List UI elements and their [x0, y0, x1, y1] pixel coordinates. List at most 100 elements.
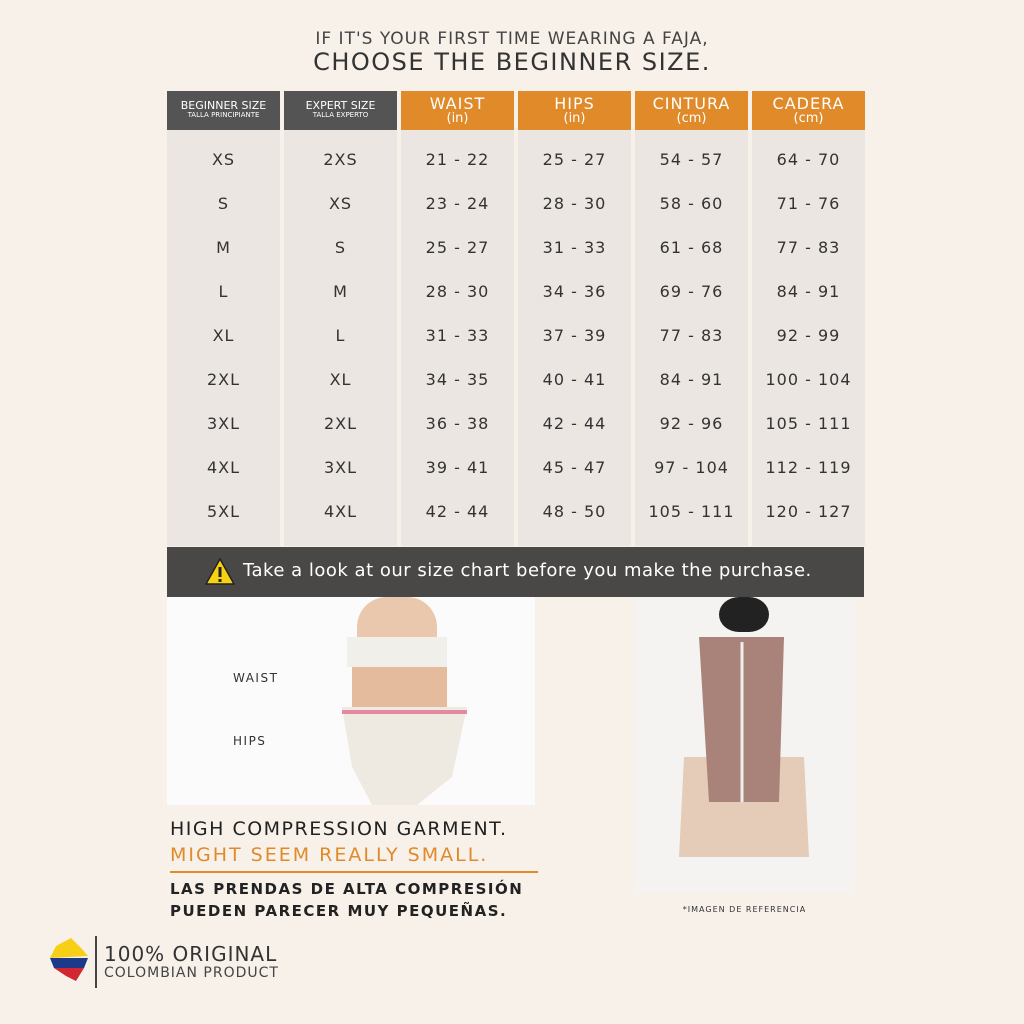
table-cell: 92 - 96 [659, 414, 724, 433]
column-header: EXPERT SIZE TALLA EXPERTO [284, 91, 397, 130]
table-cell: 2XL [206, 370, 241, 389]
table-cell: 97 - 104 [654, 458, 729, 477]
table-cell: 3XL [206, 414, 241, 433]
colombia-flag [50, 938, 88, 981]
photo-label-hips: HIPS [233, 734, 267, 748]
table-cell: 48 - 50 [542, 502, 607, 521]
table-cell: 69 - 76 [659, 282, 724, 301]
brand-line2: COLOMBIAN PRODUCT [104, 965, 279, 981]
column-label: CADERA [772, 94, 845, 113]
column-label: WAIST [429, 94, 486, 113]
table-cell: L [218, 282, 229, 301]
column-bg [635, 91, 748, 546]
table-cell: M [333, 282, 348, 301]
table-cell: 3XL [323, 458, 358, 477]
table-cell: 25 - 27 [542, 150, 607, 169]
table-cell: 105 - 111 [648, 502, 735, 521]
column-label: EXPERT SIZE [305, 99, 376, 112]
garment-figure [679, 597, 809, 857]
reference-note: *IMAGEN DE REFERENCIA [682, 905, 807, 914]
table-cell: 54 - 57 [659, 150, 724, 169]
table-cell: 100 - 104 [765, 370, 852, 389]
brand-divider [95, 936, 97, 988]
table-cell: 105 - 111 [765, 414, 852, 433]
table-cell: 45 - 47 [542, 458, 607, 477]
warning-line2: MIGHT SEEM REALLY SMALL. [170, 844, 489, 866]
table-cell: 28 - 30 [425, 282, 490, 301]
table-cell: S [217, 194, 230, 213]
table-cell: 84 - 91 [659, 370, 724, 389]
column-sub: TALLA PRINCIPIANTE [187, 111, 260, 119]
table-cell: 36 - 38 [425, 414, 490, 433]
table-cell: 4XL [323, 502, 358, 521]
table-cell: XS [211, 150, 236, 169]
table-cell: 77 - 83 [776, 238, 841, 257]
divider [170, 871, 538, 873]
column-sub: (cm) [676, 111, 707, 126]
photo-measure [167, 597, 535, 805]
table-cell: 84 - 91 [776, 282, 841, 301]
table-cell: 120 - 127 [765, 502, 852, 521]
warning-line4: PUEDEN PARECER MUY PEQUEÑAS. [170, 902, 508, 920]
column-sub: (cm) [793, 111, 824, 126]
column-bg [518, 91, 631, 546]
warning-line3: LAS PRENDAS DE ALTA COMPRESIÓN [170, 880, 524, 898]
warning-icon [205, 558, 235, 585]
column-header: CADERA (cm) [752, 91, 865, 130]
table-cell: 4XL [206, 458, 241, 477]
photo-label-waist: WAIST [233, 671, 279, 685]
table-cell: 25 - 27 [425, 238, 490, 257]
table-cell: 40 - 41 [542, 370, 607, 389]
table-cell: 58 - 60 [659, 194, 724, 213]
header-line2: CHOOSE THE BEGINNER SIZE. [313, 48, 711, 76]
table-cell: XL [329, 370, 352, 389]
table-cell: 77 - 83 [659, 326, 724, 345]
column-header: CINTURA (cm) [635, 91, 748, 130]
notice-bar: Take a look at our size chart before you… [167, 547, 864, 597]
column-label: HIPS [554, 94, 595, 113]
column-bg [284, 91, 397, 546]
column-bg [752, 91, 865, 546]
table-cell: 37 - 39 [542, 326, 607, 345]
table-cell: S [334, 238, 347, 257]
column-sub: (in) [446, 111, 469, 126]
warning-line1: HIGH COMPRESSION GARMENT. [170, 818, 508, 840]
table-cell: 112 - 119 [765, 458, 852, 477]
table-cell: 61 - 68 [659, 238, 724, 257]
table-cell: 5XL [206, 502, 241, 521]
table-cell: 34 - 36 [542, 282, 607, 301]
column-bg [167, 91, 280, 546]
notice-text: Take a look at our size chart before you… [243, 560, 812, 581]
table-cell: 42 - 44 [425, 502, 490, 521]
column-header: WAIST (in) [401, 91, 514, 130]
table-cell: 71 - 76 [776, 194, 841, 213]
table-cell: 42 - 44 [542, 414, 607, 433]
column-label: CINTURA [652, 94, 731, 113]
column-header: BEGINNER SIZE TALLA PRINCIPIANTE [167, 91, 280, 130]
header-line1: IF IT'S YOUR FIRST TIME WEARING A FAJA, [315, 29, 709, 49]
table-cell: 39 - 41 [425, 458, 490, 477]
table-cell: XS [328, 194, 353, 213]
table-cell: M [216, 238, 231, 257]
brand-line1: 100% ORIGINAL [104, 942, 278, 966]
table-cell: 64 - 70 [776, 150, 841, 169]
table-cell: 23 - 24 [425, 194, 490, 213]
table-cell: 31 - 33 [425, 326, 490, 345]
table-cell: 21 - 22 [425, 150, 490, 169]
column-bg [401, 91, 514, 546]
table-cell: 31 - 33 [542, 238, 607, 257]
column-label: BEGINNER SIZE [180, 99, 267, 112]
column-sub: TALLA EXPERTO [312, 111, 369, 119]
column-sub: (in) [563, 111, 586, 126]
table-cell: 28 - 30 [542, 194, 607, 213]
table-cell: XL [212, 326, 235, 345]
table-cell: 2XS [323, 150, 358, 169]
table-cell: 2XL [323, 414, 358, 433]
photo-figure [342, 597, 467, 805]
column-header: HIPS (in) [518, 91, 631, 130]
photo-garment [634, 597, 855, 893]
table-cell: L [335, 326, 346, 345]
table-cell: 92 - 99 [776, 326, 841, 345]
table-cell: 34 - 35 [425, 370, 490, 389]
